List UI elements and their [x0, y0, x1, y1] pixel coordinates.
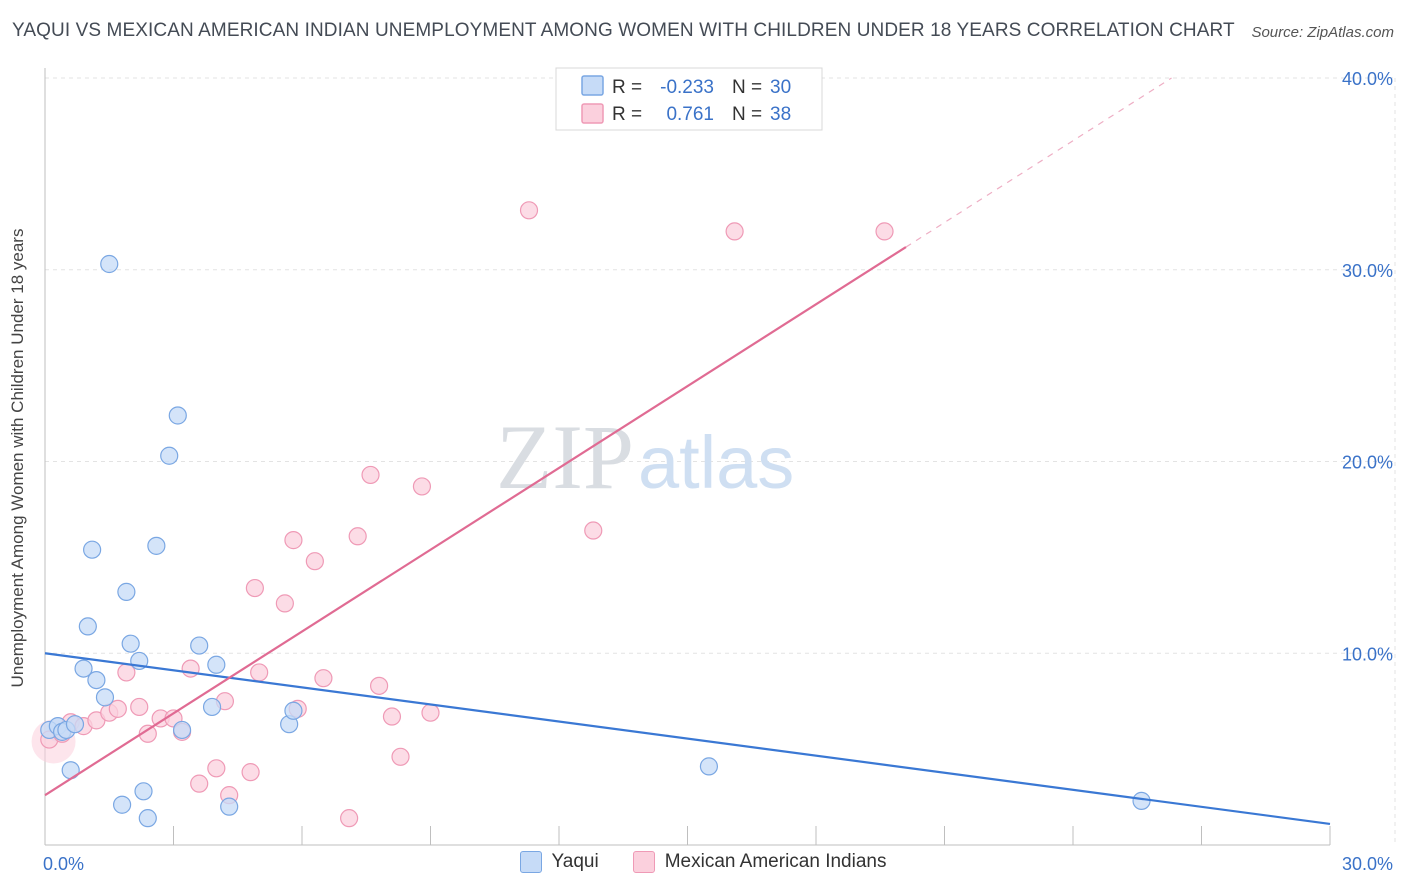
point-yaqui-16: [134, 782, 153, 801]
point-mai-32: [412, 477, 432, 496]
legend-item-mai: Mexican American Indians: [632, 851, 887, 873]
source-label: Source: ZipAtlas.com: [1251, 24, 1394, 41]
point-yaqui-27: [284, 701, 303, 720]
point-yaqui-8: [83, 540, 102, 559]
point-yaqui-25: [220, 797, 239, 816]
point-yaqui-28: [699, 757, 719, 776]
y-tick-label-2: 30.0%: [1342, 261, 1393, 281]
y-tick-labels: 10.0% 20.0% 30.0% 40.0%: [1342, 69, 1393, 664]
point-mai-27: [348, 527, 367, 546]
point-mai-31: [391, 747, 410, 766]
legend-label-mai: Mexican American Indians: [664, 851, 887, 872]
legend-swatch-mai: [581, 103, 604, 124]
legend-r-label-mai: R =: [612, 104, 642, 125]
point-mai-13: [181, 659, 200, 678]
point-yaqui-17: [138, 809, 157, 828]
x-tick-label-0: 0.0%: [43, 854, 84, 874]
point-mai-34: [519, 201, 539, 220]
x-tick-labels: 0.0% 30.0%: [43, 854, 1393, 874]
point-mai-35: [584, 521, 603, 540]
data-points: [31, 201, 1151, 828]
watermark: ZIP atlas: [496, 406, 794, 508]
legend-n-value-mai: 38: [770, 104, 791, 125]
legend-bottom: Yaqui Mexican American Indians: [0, 851, 1406, 873]
trend-lines: [44, 77, 1331, 825]
legend-swatch-yaqui: [581, 75, 604, 96]
legend-swatch-yaqui-bottom: [519, 851, 542, 873]
point-yaqui-19: [160, 446, 179, 465]
point-yaqui-22: [190, 636, 209, 655]
point-yaqui-23: [202, 697, 222, 717]
point-mai-15: [207, 759, 226, 778]
legend-n-label-yaqui: N =: [732, 77, 762, 98]
point-mai-9: [138, 724, 157, 743]
point-yaqui-6: [74, 659, 93, 678]
y-tick-label-0: 10.0%: [1342, 644, 1393, 664]
watermark-zip: ZIP: [496, 406, 634, 508]
y-tick-label-1: 20.0%: [1342, 453, 1393, 473]
axes: [44, 68, 1331, 846]
point-yaqui-10: [95, 688, 115, 707]
trend-line-extension-mai: [905, 77, 1172, 248]
point-mai-14: [190, 774, 209, 793]
point-mai-37: [875, 222, 894, 241]
legend-label-yaqui: Yaqui: [551, 851, 599, 872]
point-mai-26: [340, 809, 359, 828]
y-axis-label: Unemployment Among Women with Children U…: [8, 228, 27, 688]
point-mai-8: [130, 697, 149, 717]
point-mai-29: [370, 676, 389, 695]
point-yaqui-20: [168, 406, 187, 425]
point-mai-33: [421, 703, 440, 722]
point-yaqui-9: [87, 670, 106, 690]
point-yaqui-11: [100, 254, 119, 274]
trend-line-yaqui: [44, 652, 1331, 825]
point-mai-21: [275, 594, 294, 613]
chart-title: YAQUI VS MEXICAN AMERICAN INDIAN UNEMPLO…: [12, 20, 1235, 41]
point-yaqui-12: [112, 795, 132, 814]
point-mai-36: [725, 222, 744, 241]
point-mai-18: [241, 763, 260, 782]
legend-item-yaqui: Yaqui: [519, 851, 599, 873]
point-yaqui-14: [121, 634, 140, 653]
point-mai-20: [250, 663, 269, 682]
point-yaqui-21: [172, 720, 192, 740]
point-mai-25: [314, 669, 333, 688]
point-yaqui-29: [1132, 791, 1151, 810]
y-tick-label-3: 40.0%: [1342, 69, 1393, 89]
trend-line-mai: [44, 246, 907, 797]
legend-swatch-mai-bottom: [632, 851, 655, 873]
legend-r-value-yaqui: -0.233: [660, 77, 714, 98]
point-yaqui-24: [207, 655, 226, 674]
legend-n-label-mai: N =: [732, 104, 762, 125]
point-mai-22: [284, 531, 303, 550]
point-mai-6: [108, 699, 127, 718]
legend-r-label-yaqui: R =: [612, 77, 642, 98]
point-yaqui-7: [78, 617, 97, 636]
point-yaqui-18: [147, 536, 166, 555]
legend-n-value-yaqui: 30: [770, 77, 791, 98]
point-yaqui-13: [117, 582, 136, 601]
x-tick-label-1: 30.0%: [1342, 854, 1393, 874]
point-mai-28: [361, 465, 380, 485]
legend-top: R = -0.233 N = 30 R = 0.761 N = 38: [555, 67, 823, 131]
point-mai-24: [305, 552, 324, 571]
watermark-atlas: atlas: [638, 421, 794, 504]
point-yaqui-5: [65, 715, 85, 734]
legend-r-value-mai: 0.761: [666, 104, 714, 125]
point-mai-19: [245, 578, 264, 598]
point-mai-30: [382, 707, 402, 726]
